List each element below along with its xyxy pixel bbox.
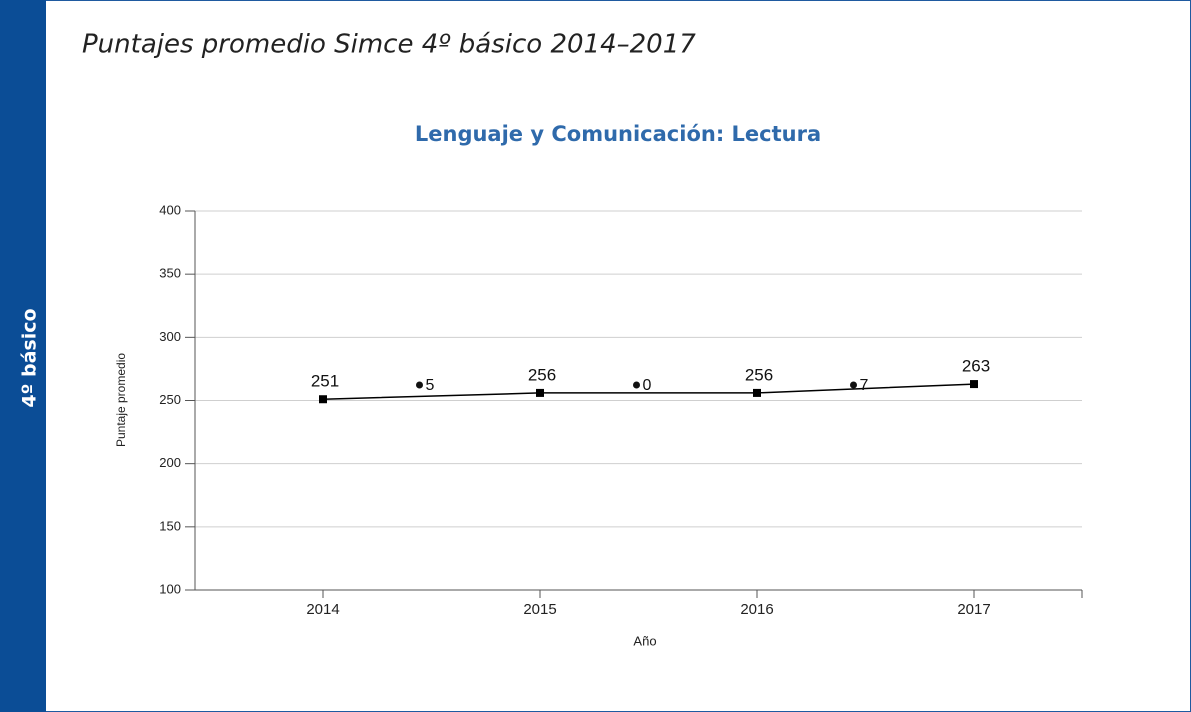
data-line [322,383,975,400]
y-axis-label: Puntaje promedio [114,353,128,447]
data-point [753,388,761,397]
difference-label: 5 [426,377,435,394]
data-point [970,380,978,389]
difference-label: 0 [643,377,652,394]
data-label: 256 [745,365,773,384]
difference-dot [633,381,640,389]
page-heading: Puntajes promedio Simce 4º básico 2014–2… [82,30,696,60]
x-axis-label: Año [633,633,656,648]
data-label: 251 [311,372,339,391]
data-point [319,395,327,404]
side-bar-top [0,0,46,170]
y-tick-label: 200 [159,455,181,470]
data-label: 263 [962,357,990,376]
y-tick-label: 400 [159,202,181,217]
data-point [536,388,544,397]
chart-title: Lenguaje y Comunicación: Lectura [415,122,821,146]
y-tick-label: 300 [159,329,181,344]
side-label: 4º básico [19,308,41,407]
x-tick-label: 2015 [523,601,556,618]
difference-label: 7 [860,377,869,394]
difference-dot [416,381,423,389]
x-tick-label: 2017 [957,601,990,618]
y-tick-label: 250 [159,392,181,407]
x-tick-label: 2014 [306,601,339,618]
y-tick-label: 350 [159,266,181,281]
x-tick-label: 2016 [740,601,773,618]
data-label: 256 [528,365,556,384]
difference-dot [850,381,857,389]
y-tick-label: 100 [159,581,181,596]
y-tick-label: 150 [159,518,181,533]
